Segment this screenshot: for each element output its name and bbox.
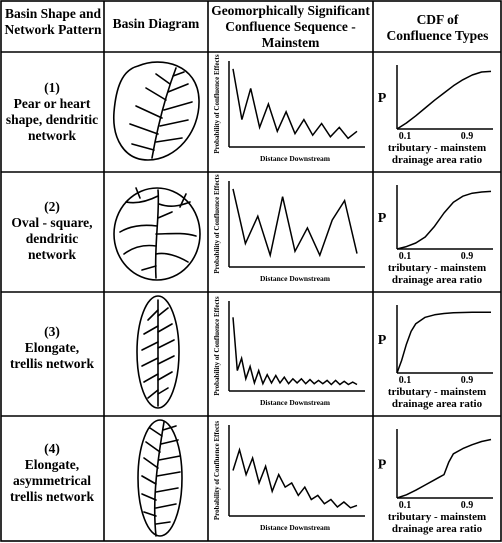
row-1-label: (1) Pear or heart shape, dendritic netwo… bbox=[0, 80, 104, 144]
row-1-line-2: shape, dendritic bbox=[5, 112, 99, 127]
y-axis-label: Probability of Confluence Effects bbox=[213, 421, 221, 520]
row-3-line-2: trellis network bbox=[9, 356, 95, 371]
x-axis-label-line-1: tributary - mainstem bbox=[388, 142, 486, 154]
header-basin-diagram: Basin Diagram bbox=[106, 15, 206, 32]
sequence-chart-1: Probability of Confluence Effects Distanc… bbox=[213, 54, 365, 163]
confluence-sequence-line bbox=[232, 68, 358, 140]
header-cdf-line-1: CDF of bbox=[416, 12, 459, 27]
cdf-curve bbox=[396, 70, 492, 130]
sequence-chart-3: Probability of Confluence Effects Distanc… bbox=[213, 296, 365, 407]
row-3-label: (3) Elongate, trellis network bbox=[0, 324, 104, 372]
basin-outline bbox=[136, 295, 180, 409]
basin-diagram-1 bbox=[113, 61, 200, 161]
header-basin-shape-line-2: Network Pattern bbox=[4, 22, 102, 37]
row-4-line-1: Elongate, bbox=[24, 457, 80, 472]
y-axis-label: P bbox=[378, 211, 387, 226]
row-2-number: (2) bbox=[44, 199, 60, 214]
x-axis-label: Distance Downstream bbox=[260, 398, 331, 407]
sequence-chart-2: Probability of Confluence Effects Distanc… bbox=[213, 174, 365, 283]
basin-outline bbox=[113, 61, 200, 161]
tick-label-low: 0.1 bbox=[399, 131, 412, 142]
row-1-number: (1) bbox=[44, 80, 60, 95]
x-axis-label-line-2: drainage area ratio bbox=[392, 274, 483, 286]
x-axis-label-line-1: tributary - mainstem bbox=[388, 262, 486, 274]
header-basin-diagram-text: Basin Diagram bbox=[112, 16, 200, 31]
x-axis-label-line-2: drainage area ratio bbox=[392, 398, 483, 410]
y-axis-label: Probability of Confluence Effects bbox=[213, 296, 221, 395]
basin-outline bbox=[137, 419, 183, 537]
tick-label-low: 0.1 bbox=[399, 251, 412, 262]
row-2-line-2: dendritic bbox=[25, 231, 79, 246]
y-axis-label: Probability of Confluence Effects bbox=[213, 174, 221, 273]
tick-label-low: 0.1 bbox=[399, 500, 412, 511]
basin-diagram-4 bbox=[137, 419, 183, 537]
basin-diagram-2 bbox=[113, 187, 201, 281]
confluence-sequence-line bbox=[232, 447, 358, 509]
tick-label-low: 0.1 bbox=[399, 375, 412, 386]
basin-diagram-3 bbox=[136, 295, 180, 409]
cdf-curve bbox=[396, 438, 492, 499]
y-axis-label: P bbox=[378, 458, 387, 473]
cdf-curve bbox=[396, 311, 491, 374]
row-1-line-1: Pear or heart bbox=[13, 96, 91, 111]
y-axis-label: P bbox=[378, 91, 387, 106]
header-basin-shape: Basin Shape and Network Pattern bbox=[2, 6, 104, 38]
tick-label-high: 0.9 bbox=[461, 375, 474, 386]
x-axis-label: Distance Downstream bbox=[260, 154, 331, 163]
sequence-chart-4: Probability of Confluence Effects Distanc… bbox=[213, 421, 365, 532]
x-axis-label-line-2: drainage area ratio bbox=[392, 154, 483, 166]
basin-outline bbox=[113, 187, 201, 281]
row-3-number: (3) bbox=[44, 324, 60, 339]
confluence-sequence-line bbox=[232, 188, 358, 259]
x-axis-label-line-2: drainage area ratio bbox=[392, 523, 483, 535]
row-4-number: (4) bbox=[44, 441, 60, 456]
tick-label-high: 0.9 bbox=[461, 500, 474, 511]
y-axis-label: Probability of Confluence Effects bbox=[213, 54, 221, 153]
header-sequence-line-3: Mainstem bbox=[261, 35, 320, 50]
header-sequence-line-2: Confluence Sequence - bbox=[225, 19, 356, 34]
x-axis-label-line-1: tributary - mainstem bbox=[388, 386, 486, 398]
header-basin-shape-line-1: Basin Shape and bbox=[4, 6, 102, 21]
y-axis-label: P bbox=[378, 333, 387, 348]
header-sequence-line-1: Geomorphically Significant bbox=[211, 3, 370, 18]
header-cdf: CDF of Confluence Types bbox=[375, 12, 500, 44]
x-axis-label-line-1: tributary - mainstem bbox=[388, 511, 486, 523]
header-cdf-line-2: Confluence Types bbox=[386, 28, 489, 43]
confluence-sequence-line bbox=[232, 317, 358, 386]
cdf-curve bbox=[396, 190, 492, 250]
tick-label-high: 0.9 bbox=[461, 131, 474, 142]
row-3-line-1: Elongate, bbox=[24, 340, 80, 355]
row-2-line-3: network bbox=[28, 247, 76, 262]
row-4-label: (4) Elongate, asymmetrical trellis netwo… bbox=[0, 441, 104, 505]
row-4-line-3: trellis network bbox=[9, 489, 95, 504]
row-4-line-2: asymmetrical bbox=[13, 473, 91, 488]
row-2-line-1: Oval - square, bbox=[11, 215, 93, 230]
row-1-line-3: network bbox=[28, 128, 76, 143]
x-axis-label: Distance Downstream bbox=[260, 523, 331, 532]
x-axis-label: Distance Downstream bbox=[260, 274, 331, 283]
tick-label-high: 0.9 bbox=[461, 251, 474, 262]
row-2-label: (2) Oval - square, dendritic network bbox=[0, 199, 104, 263]
header-confluence-sequence: Geomorphically Significant Confluence Se… bbox=[208, 3, 373, 51]
